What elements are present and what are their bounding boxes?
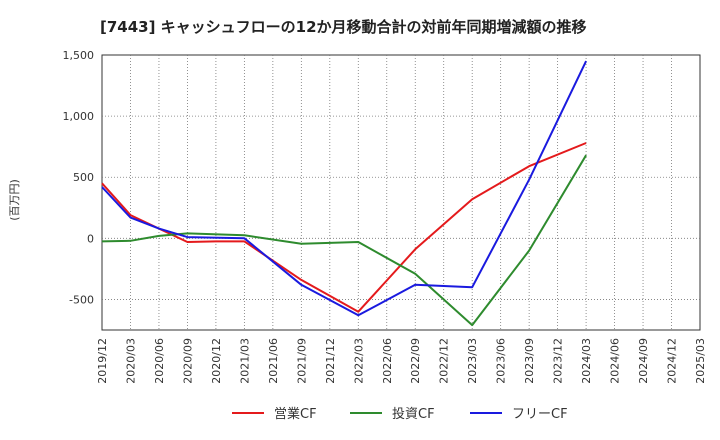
x-tick-label: 2023/06 [495, 338, 508, 384]
x-tick-label: 2024/09 [637, 338, 650, 384]
series-line-3 [101, 60, 588, 317]
x-tick-label: 2024/03 [580, 338, 593, 384]
y-axis-ticks: -500 0 500 1,000 1,500 [63, 49, 95, 306]
series-line-2 [101, 154, 587, 327]
x-tick-label: 2022/12 [438, 338, 451, 384]
x-tick-label: 2021/09 [295, 338, 308, 384]
x-tick-label: 2021/12 [324, 338, 337, 384]
x-tick-label: 2024/06 [609, 338, 622, 384]
x-tick-label: 2020/03 [124, 338, 137, 384]
legend: 営業CF 投資CF フリーCF [232, 406, 568, 422]
series-line-1 [101, 142, 587, 313]
y-axis-label: (百万円) [8, 179, 21, 221]
x-tick-label: 2021/06 [267, 338, 280, 384]
x-tick-label: 2019/12 [96, 338, 109, 384]
chart-title: [7443] キャッシュフローの12か月移動合計の対前年同期増減額の推移 [100, 18, 587, 36]
grid [101, 54, 701, 331]
x-tick-label: 2022/09 [409, 338, 422, 384]
x-tick-label: 2020/12 [210, 338, 223, 384]
x-tick-label: 2025/03 [694, 338, 707, 384]
y-tick-label: 0 [87, 232, 94, 245]
x-tick-label: 2022/06 [381, 338, 394, 384]
x-axis-ticks: 2019/12 2020/03 2020/06 2020/09 2020/12 2021/… [96, 338, 707, 384]
y-tick-label: 500 [73, 171, 94, 184]
legend-label: 投資CF [392, 406, 435, 422]
x-tick-label: 2024/12 [666, 338, 679, 384]
x-tick-label: 2020/06 [153, 338, 166, 384]
y-tick-label: 1,500 [63, 49, 95, 62]
y-tick-label: 1,000 [63, 110, 95, 123]
x-tick-label: 2023/03 [466, 338, 479, 384]
x-tick-label: 2023/12 [552, 338, 565, 384]
x-tick-label: 2022/03 [352, 338, 365, 384]
x-tick-label: 2023/09 [523, 338, 536, 384]
legend-label: 営業CF [274, 406, 317, 422]
legend-label: フリーCF [512, 407, 568, 422]
series-lines [101, 60, 588, 327]
x-tick-label: 2021/03 [238, 338, 251, 384]
plot-frame [101, 54, 701, 331]
x-tick-label: 2020/09 [181, 338, 194, 384]
y-tick-label: -500 [69, 293, 94, 306]
